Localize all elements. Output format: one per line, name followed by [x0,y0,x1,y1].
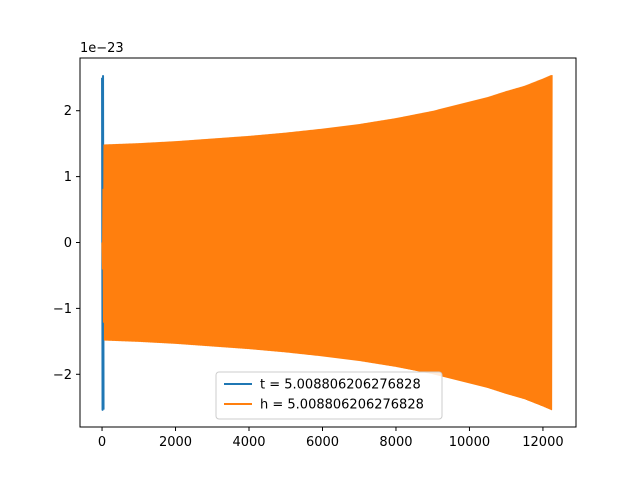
x-tick-label: 8000 [379,435,412,450]
x-tick-label: 12000 [522,435,563,450]
y-tick-label: 0 [64,236,72,251]
x-tick-label: 2000 [159,435,192,450]
x-tick-label: 4000 [232,435,265,450]
x-tick-label: 10000 [449,435,490,450]
y-scale-note: 1e−23 [80,41,124,56]
series-line-2 [101,74,553,411]
x-tick-label: 0 [98,435,106,450]
legend-label-1: t = 5.008806206276828 [260,378,421,393]
x-tick-label: 6000 [306,435,339,450]
legend-label-2: h = 5.008806206276828 [260,398,424,413]
axes: 0 2000 4000 6000 8000 10000 12000 −2 −1 0 1 2 [53,57,577,450]
y-tick-label: −1 [53,302,72,317]
plot-area [101,74,553,411]
y-tick-label: −2 [53,368,72,383]
y-tick-label: 2 [64,104,72,119]
y-tick-label: 1 [64,170,72,185]
legend-box [215,371,443,420]
legend: t = 5.008806206276828 h = 5.0088062062768… [215,371,443,420]
